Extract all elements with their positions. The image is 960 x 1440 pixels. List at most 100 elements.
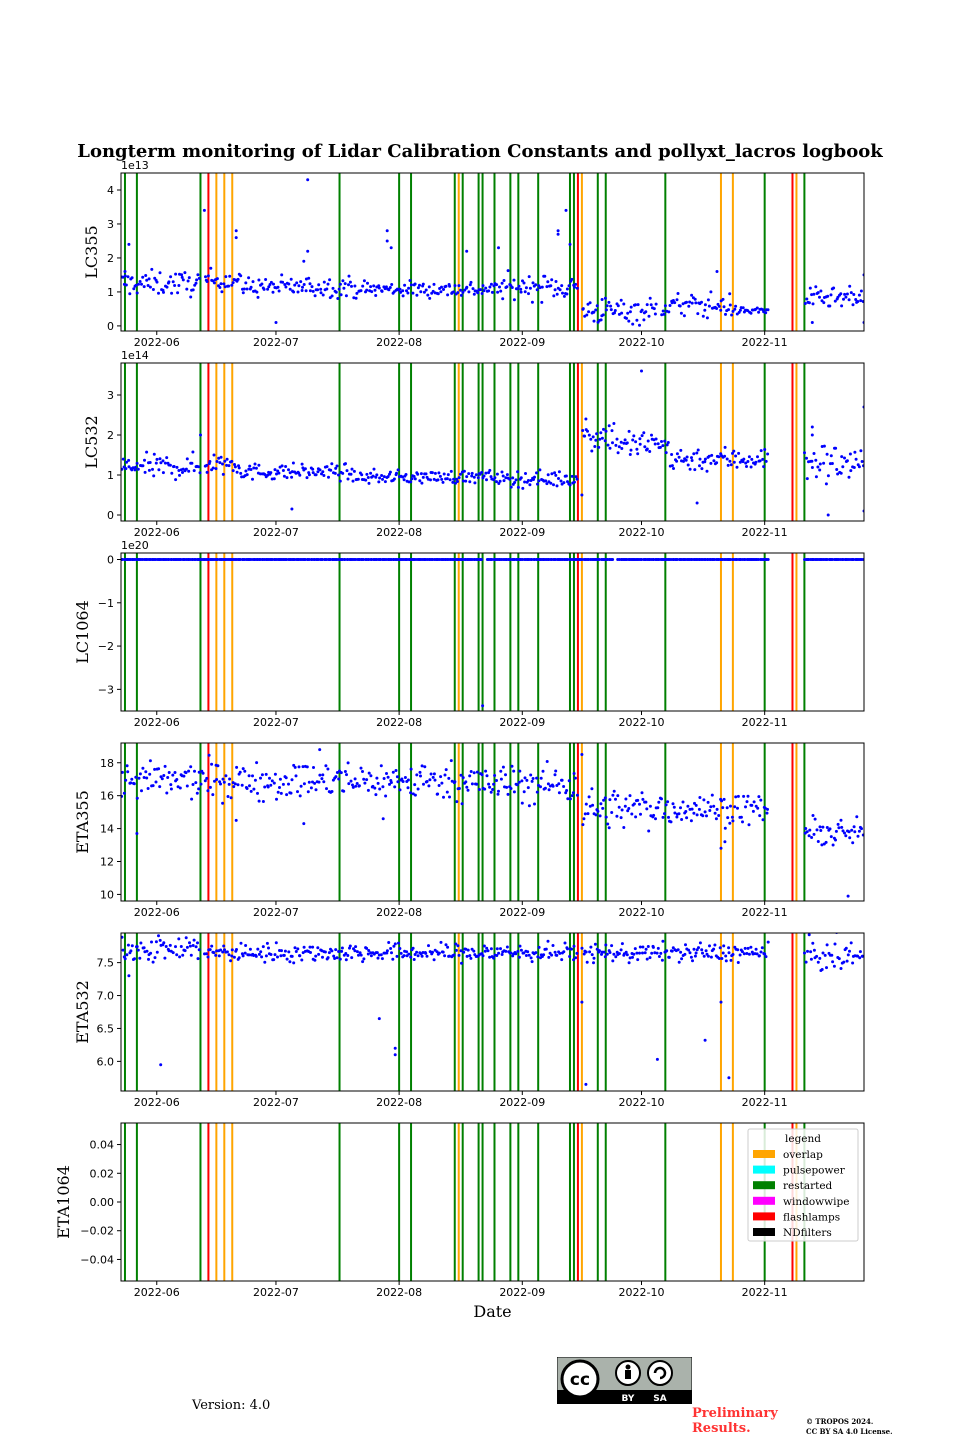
data-point	[233, 463, 236, 466]
data-point	[693, 297, 697, 301]
data-point	[642, 431, 646, 435]
data-point	[517, 955, 521, 959]
data-point	[612, 789, 616, 793]
data-point	[713, 811, 717, 815]
data-point	[731, 953, 735, 956]
data-point	[485, 946, 489, 950]
data-point	[468, 480, 472, 484]
data-point	[501, 474, 505, 478]
data-point	[183, 949, 187, 953]
data-point	[334, 290, 338, 294]
data-point	[643, 445, 647, 449]
data-point	[580, 493, 584, 497]
data-point	[709, 290, 713, 294]
data-point	[416, 954, 420, 958]
data-point	[327, 951, 331, 955]
x-tick-label: 2022-07	[253, 716, 299, 729]
data-point	[836, 822, 840, 826]
data-point	[702, 954, 706, 958]
data-point	[811, 814, 815, 817]
data-point	[645, 957, 649, 961]
data-point	[834, 829, 838, 833]
data-point	[755, 306, 759, 310]
data-point	[857, 465, 861, 469]
data-point	[472, 949, 476, 953]
data-point	[763, 448, 767, 451]
data-point	[366, 788, 370, 792]
data-point	[343, 282, 347, 286]
data-point	[803, 951, 806, 955]
data-point	[251, 774, 254, 778]
data-point	[203, 779, 207, 783]
data-point	[590, 953, 594, 957]
x-tick-label: 2022-08	[376, 336, 422, 349]
data-point	[675, 459, 679, 463]
data-point	[481, 284, 485, 288]
data-point	[635, 951, 639, 955]
data-point	[700, 948, 704, 952]
data-point	[283, 283, 287, 286]
data-point	[427, 285, 431, 289]
data-point	[238, 770, 242, 774]
data-point	[728, 459, 732, 463]
data-point	[302, 259, 306, 263]
data-point	[693, 954, 697, 958]
data-point	[854, 298, 858, 301]
data-point	[849, 469, 853, 473]
data-point	[440, 285, 443, 289]
data-point	[627, 807, 631, 810]
y-tick-label: 3	[107, 218, 114, 231]
data-point	[407, 286, 411, 290]
data-point	[853, 450, 857, 454]
data-point	[725, 806, 729, 810]
data-point	[656, 442, 660, 446]
data-point	[562, 294, 566, 298]
data-point	[755, 952, 759, 956]
data-point	[685, 816, 689, 820]
data-point	[729, 958, 733, 962]
data-point	[138, 772, 142, 776]
y-tick-label: −1	[98, 597, 114, 610]
data-point	[521, 279, 524, 283]
data-point	[476, 476, 480, 480]
data-point	[297, 765, 301, 769]
data-point	[416, 286, 420, 290]
data-point	[685, 455, 689, 459]
data-point	[602, 427, 605, 431]
data-point	[624, 797, 628, 801]
data-point	[334, 466, 338, 470]
x-tick-label: 2022-06	[134, 1286, 180, 1299]
data-point	[723, 826, 727, 830]
data-point	[209, 266, 213, 270]
data-point	[429, 772, 433, 776]
data-point	[195, 791, 199, 795]
data-point	[136, 467, 140, 471]
data-point	[728, 303, 732, 307]
data-point	[284, 776, 288, 780]
data-point	[501, 297, 505, 301]
data-point	[260, 955, 264, 959]
data-point	[695, 451, 699, 455]
data-point	[620, 808, 624, 812]
data-point	[509, 951, 513, 955]
data-point	[807, 933, 811, 937]
data-point	[355, 782, 359, 785]
data-point	[169, 787, 173, 791]
data-point	[161, 471, 165, 475]
data-point	[446, 945, 450, 949]
data-point	[480, 773, 484, 777]
data-point	[304, 277, 308, 281]
data-point	[167, 280, 171, 284]
data-point	[348, 280, 352, 284]
data-point	[647, 314, 651, 318]
data-point	[601, 806, 605, 810]
data-point	[235, 948, 238, 951]
data-point	[546, 939, 550, 943]
data-point	[730, 313, 734, 317]
data-point	[849, 291, 853, 295]
data-point	[754, 460, 758, 464]
data-point	[191, 944, 195, 947]
data-point	[535, 790, 539, 794]
